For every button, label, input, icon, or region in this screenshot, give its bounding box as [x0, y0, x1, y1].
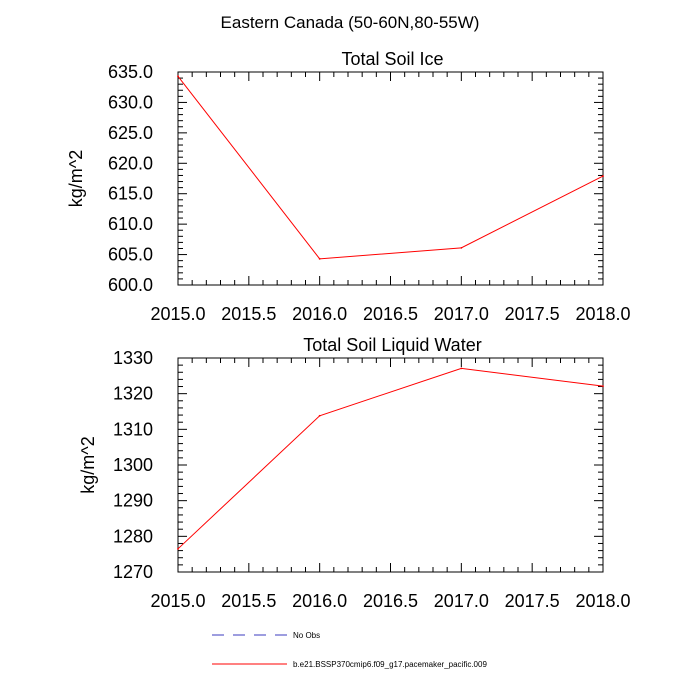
series-point — [318, 257, 321, 260]
x-tick-label: 2016.0 — [292, 304, 347, 324]
series-point — [177, 547, 179, 550]
y-tick-label: 1310 — [113, 419, 153, 439]
legend-label-no-obs: No Obs — [293, 631, 320, 640]
x-tick-label: 2016.5 — [363, 591, 418, 611]
legend: No Obs b.e21.BSSP370cmip6.f09_g17.pacema… — [212, 631, 487, 669]
x-tick-label: 2018.0 — [575, 304, 630, 324]
series-point — [602, 175, 604, 177]
chart-panel-soil-liquid-water: Total Soil Liquid Water kg/m^2 2015.0 2015.… — [78, 335, 631, 611]
chart-panel-soil-ice: Total Soil Ice kg/m^2 2015.0 2015.5 2016.0 20… — [66, 49, 631, 324]
y-tick-label: 1320 — [113, 384, 153, 404]
y-tick-label: 1300 — [113, 455, 153, 475]
y-tick-label: 630.0 — [108, 92, 153, 112]
x-tick-label: 2017.5 — [505, 304, 560, 324]
y-tick-label: 635.0 — [108, 62, 153, 82]
legend-label-model: b.e21.BSSP370cmip6.f09_g17.pacemaker_pac… — [293, 660, 487, 669]
x-tick-label: 2017.5 — [505, 591, 560, 611]
y-tick-label: 600.0 — [108, 275, 153, 295]
x-tick-label: 2015.5 — [221, 304, 276, 324]
y-tick-label: 1280 — [113, 526, 153, 546]
series-point — [460, 367, 463, 370]
x-tick-label: 2015.5 — [221, 591, 276, 611]
x-tick-label: 2015.0 — [150, 304, 205, 324]
y-tick-label: 610.0 — [108, 214, 153, 234]
series-line — [177, 367, 604, 550]
x-tick-label: 2016.0 — [292, 591, 347, 611]
y-tick-label: 625.0 — [108, 123, 153, 143]
series-point — [318, 414, 321, 417]
x-tick-label: 2018.0 — [575, 591, 630, 611]
y-axis-label: kg/m^2 — [78, 436, 98, 493]
y-tick-label: 605.0 — [108, 245, 153, 265]
series-point — [602, 385, 604, 388]
plot-frame — [177, 357, 604, 573]
series-point — [177, 75, 179, 78]
panel-title: Total Soil Liquid Water — [303, 335, 481, 355]
y-tick-label: 1270 — [113, 562, 153, 582]
y-tick-label: 1330 — [113, 348, 153, 368]
x-tick-label: 2015.0 — [150, 591, 205, 611]
y-tick-label: 620.0 — [108, 153, 153, 173]
y-tick-label: 615.0 — [108, 184, 153, 204]
x-tick-label: 2017.0 — [434, 304, 489, 324]
series-line — [177, 75, 604, 260]
figure-title: Eastern Canada (50-60N,80-55W) — [221, 13, 480, 32]
x-tick-label: 2016.5 — [363, 304, 418, 324]
y-tick-label: 1290 — [113, 491, 153, 511]
series-point — [460, 246, 463, 249]
y-axis-label: kg/m^2 — [66, 150, 86, 207]
x-tick-label: 2017.0 — [434, 591, 489, 611]
panel-title: Total Soil Ice — [341, 49, 443, 69]
